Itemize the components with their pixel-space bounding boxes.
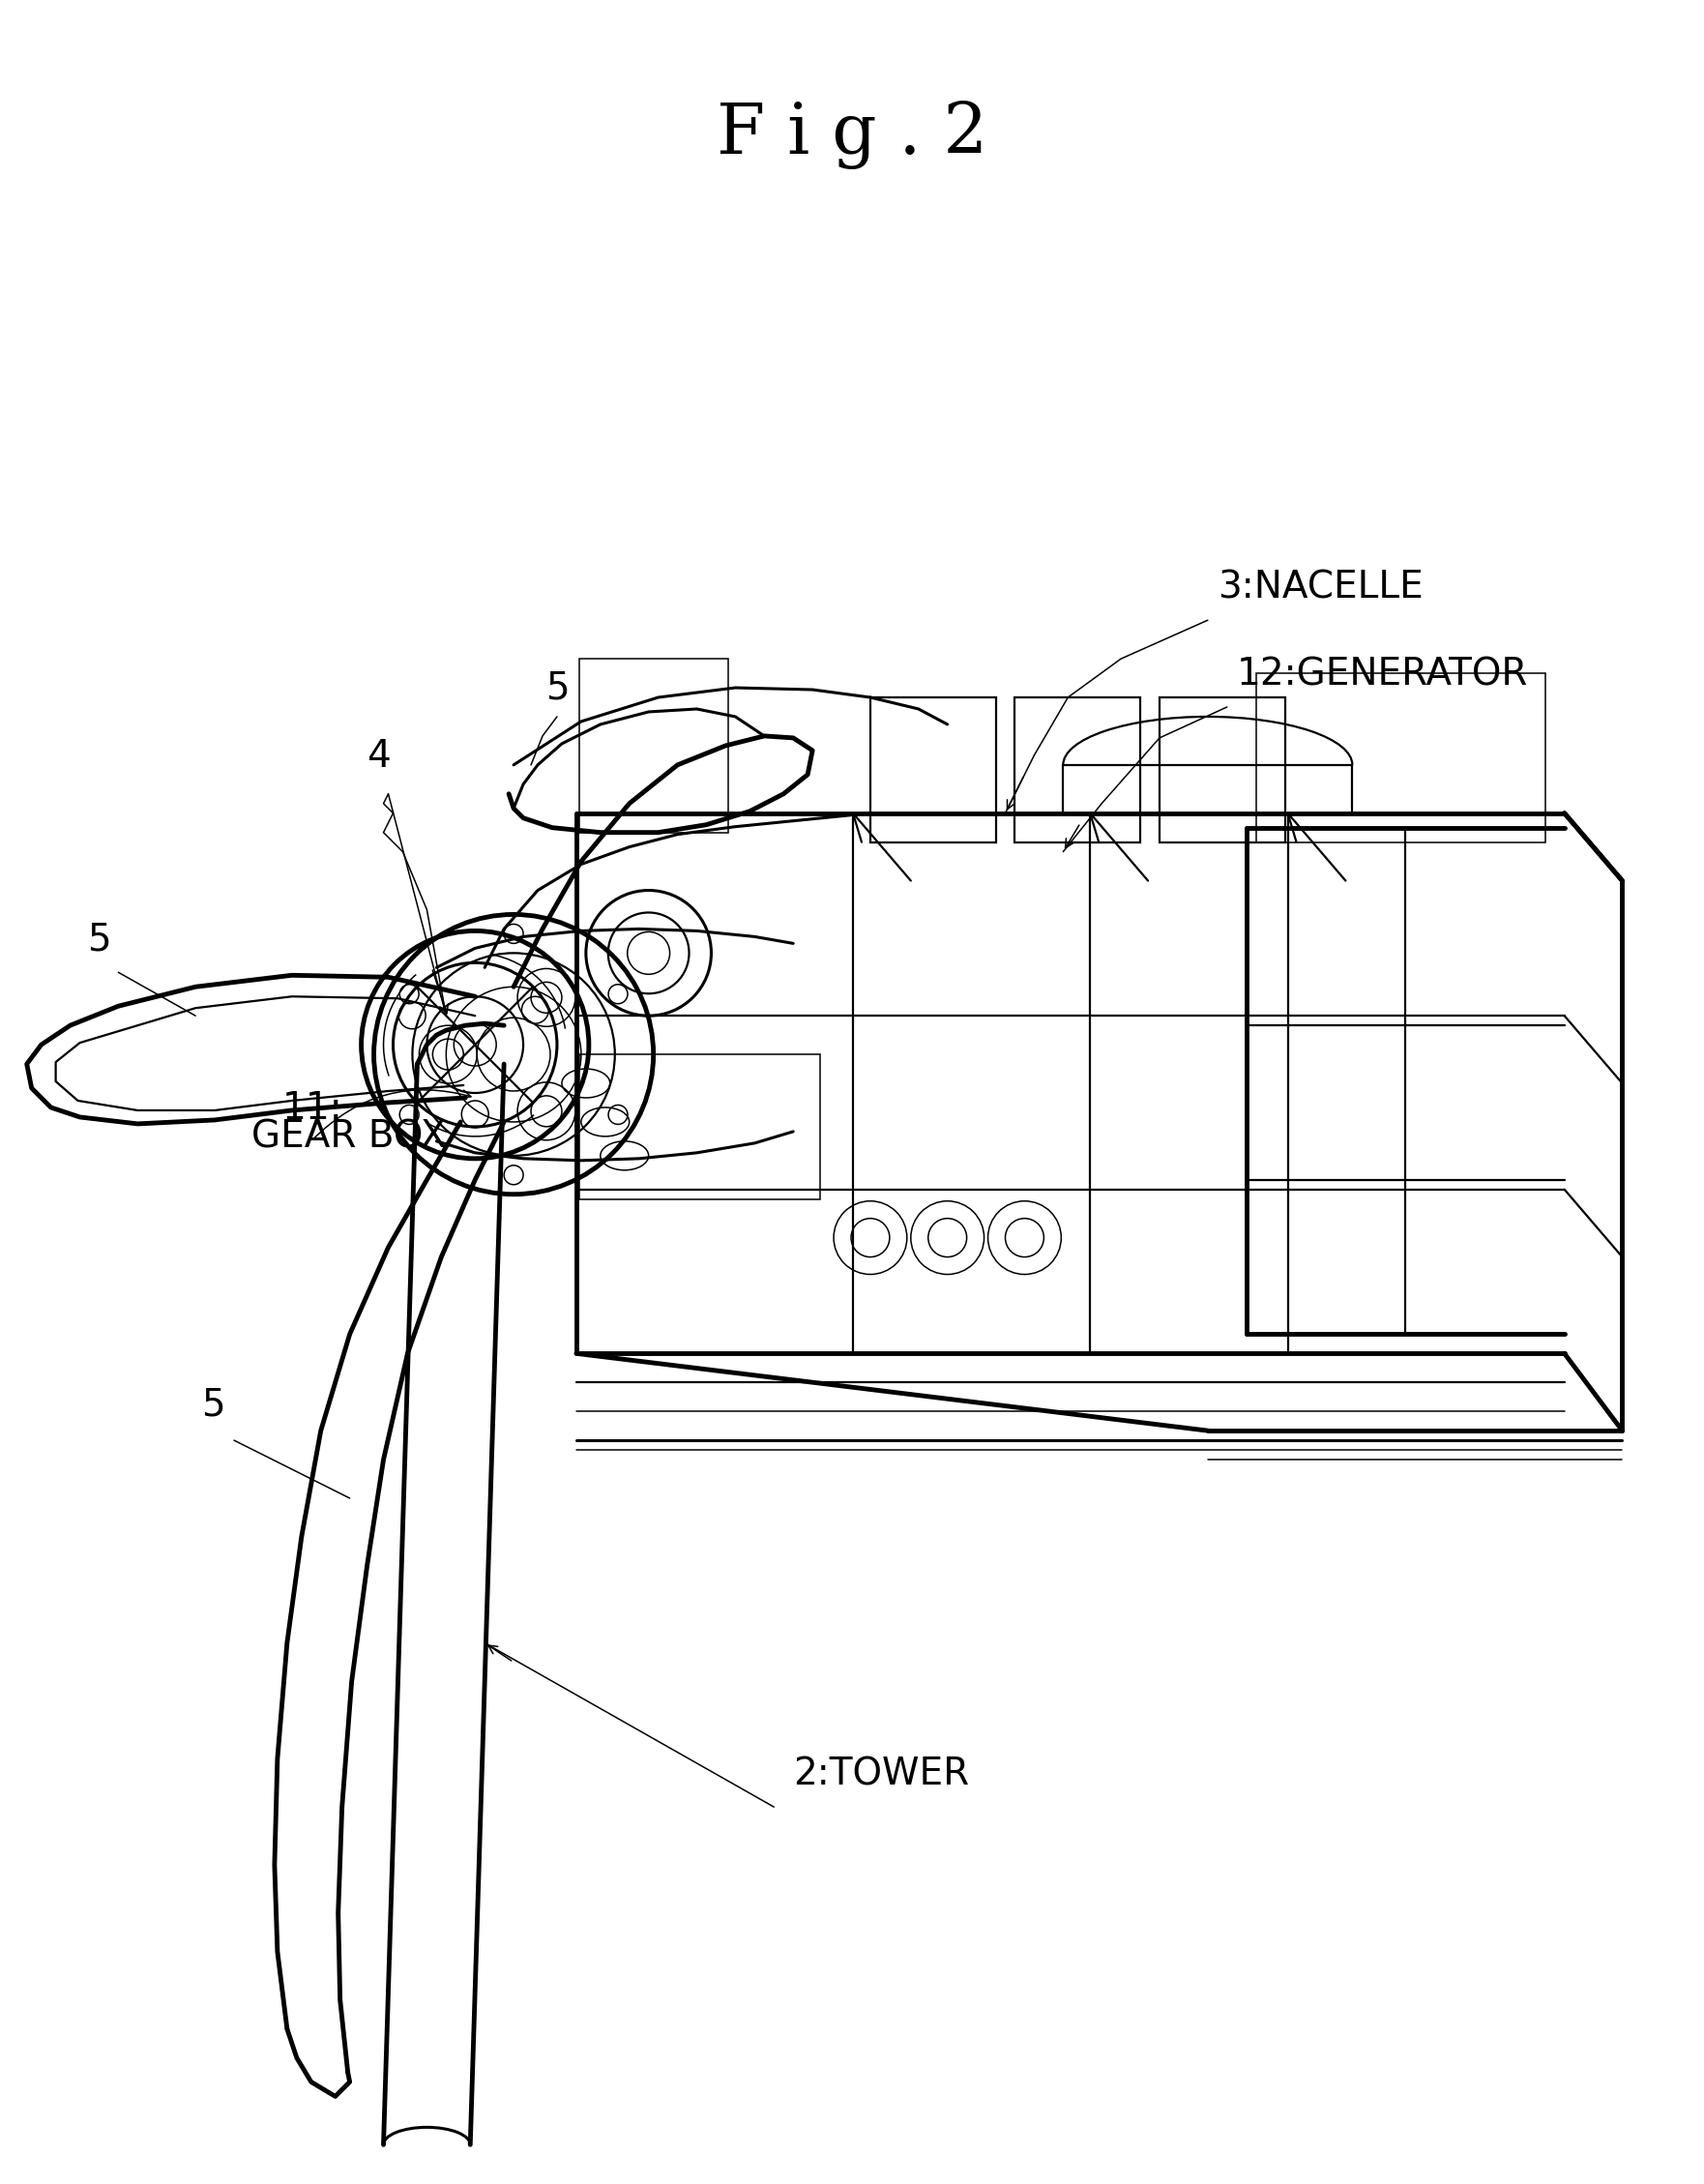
Bar: [1159, 697, 1285, 843]
Text: 3:NACELLE: 3:NACELLE: [1217, 570, 1423, 605]
Bar: [579, 660, 729, 832]
Text: 12:GENERATOR: 12:GENERATOR: [1237, 655, 1528, 692]
FancyArrowPatch shape: [314, 1090, 470, 1140]
Text: 5: 5: [201, 1387, 225, 1424]
Text: 2:TOWER: 2:TOWER: [792, 1756, 970, 1793]
Text: 11:: 11:: [283, 1090, 343, 1127]
Text: GEAR BOX: GEAR BOX: [252, 1118, 446, 1155]
Bar: [579, 1055, 820, 1199]
Bar: [871, 697, 995, 843]
Text: F i g . 2: F i g . 2: [716, 100, 988, 170]
Text: 5: 5: [87, 922, 111, 959]
Bar: [1016, 697, 1140, 843]
Text: 4: 4: [366, 738, 390, 775]
Text: 5: 5: [545, 670, 569, 708]
Bar: [1256, 673, 1546, 843]
